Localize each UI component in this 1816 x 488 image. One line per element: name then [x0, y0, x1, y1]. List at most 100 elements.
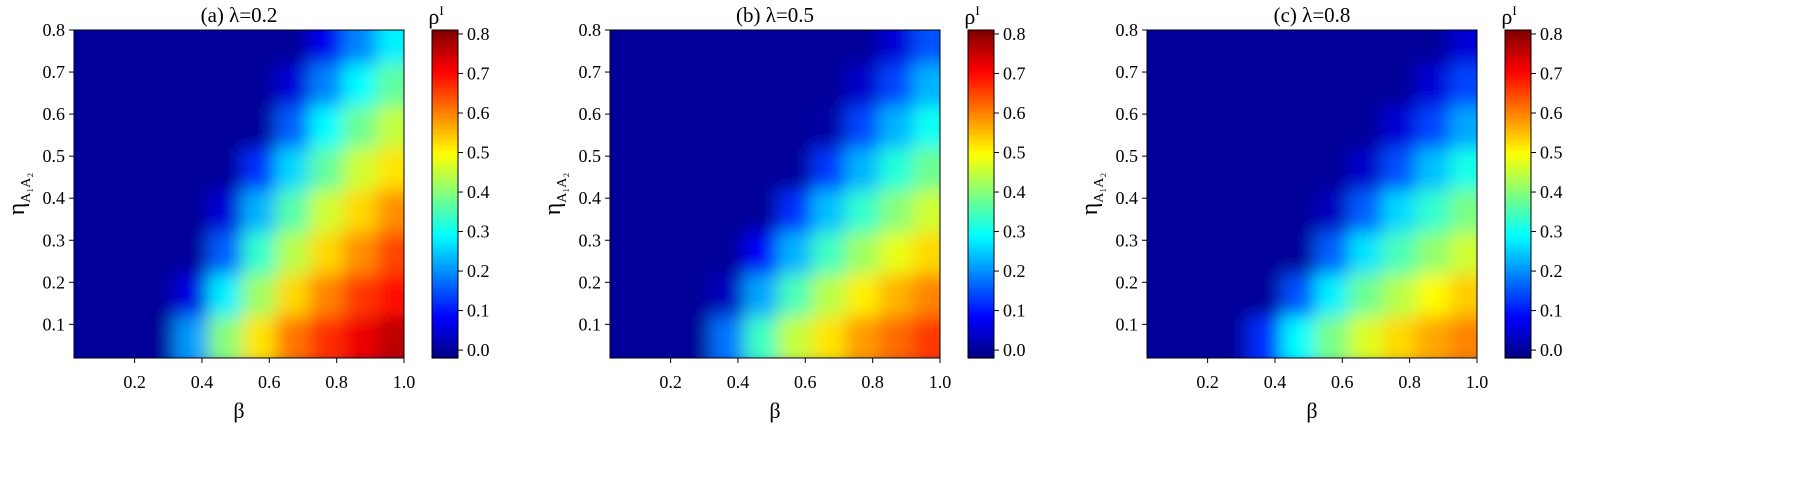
- colorbar-step: [968, 311, 994, 315]
- colorbar-step: [1505, 98, 1531, 102]
- heatmap-cell: [710, 105, 746, 149]
- colorbar-step: [1505, 84, 1531, 88]
- colorbar-step: [432, 232, 458, 236]
- heatmap-cell: [241, 63, 277, 107]
- heatmap-cell: [811, 189, 847, 233]
- heatmap-cell: [777, 63, 813, 107]
- heatmap-cell: [1449, 147, 1477, 191]
- colorbar-step: [1505, 292, 1531, 296]
- heatmap-cell: [643, 273, 678, 317]
- colorbar-step: [968, 235, 994, 239]
- heatmap-cell: [174, 231, 210, 275]
- y-tick-label: 0.1: [579, 314, 602, 334]
- colorbar-step: [968, 185, 994, 190]
- heatmap-cell: [1449, 273, 1477, 317]
- colorbar-step: [968, 355, 994, 359]
- colorbar-step: [1505, 317, 1531, 321]
- colorbar-step: [968, 308, 994, 313]
- heatmap: [74, 30, 404, 358]
- heatmap-cell: [376, 105, 404, 149]
- colorbar-step: [1505, 174, 1531, 179]
- heatmap-cell: [811, 30, 847, 65]
- heatmap-cell: [376, 189, 404, 233]
- colorbar-step: [968, 84, 994, 88]
- colorbar-step: [432, 183, 458, 187]
- heatmap-cell: [777, 231, 813, 275]
- colorbar-step: [968, 352, 994, 356]
- cells: [74, 30, 404, 358]
- heatmap-cell: [1348, 315, 1384, 358]
- colorbar-tick-label: 0.6: [467, 103, 490, 123]
- heatmap-cell: [1213, 105, 1249, 149]
- heatmap-cell: [275, 231, 311, 275]
- colorbar-step: [432, 194, 458, 198]
- heatmap-cell: [676, 315, 712, 358]
- colorbar-step: [1505, 232, 1531, 236]
- heatmap-cell: [676, 63, 712, 107]
- colorbar-step: [968, 155, 994, 160]
- colorbar-step: [968, 317, 994, 321]
- heatmap-cell: [1147, 30, 1182, 65]
- colorbar-step: [968, 251, 994, 255]
- colorbar-tick-label: 0.3: [467, 222, 490, 242]
- colorbar-step: [968, 136, 994, 140]
- heatmap-cell: [107, 189, 142, 233]
- colorbar-step: [968, 289, 994, 293]
- colorbar-step: [432, 155, 458, 160]
- y-axis-label: ηA₁A₂: [4, 173, 34, 216]
- heatmap-cell: [744, 189, 779, 233]
- y-axis-label-main: η: [1077, 203, 1103, 216]
- colorbar-step: [1505, 347, 1531, 351]
- colorbar-step: [968, 153, 994, 157]
- colorbar-step: [432, 352, 458, 356]
- colorbar-step: [432, 40, 458, 45]
- heatmap-cell: [710, 231, 746, 275]
- colorbar-step: [432, 314, 458, 318]
- y-tick-label: 0.3: [579, 230, 602, 250]
- colorbar-step: [1505, 330, 1531, 334]
- colorbar-step: [1505, 114, 1531, 119]
- colorbar-step: [1505, 311, 1531, 315]
- x-axis-label: β: [233, 398, 244, 423]
- colorbar-step: [1505, 297, 1531, 302]
- colorbar-label: ρI: [964, 3, 979, 29]
- y-axis-label-main: η: [4, 203, 30, 216]
- colorbar-step: [968, 347, 994, 351]
- heatmap-cell: [845, 231, 880, 275]
- heatmap-cell: [610, 231, 645, 275]
- heatmap-cell: [1213, 231, 1249, 275]
- heatmap-cell: [107, 63, 142, 107]
- colorbar-step: [968, 81, 994, 86]
- heatmap-cell: [1147, 147, 1182, 191]
- colorbar-step: [1505, 194, 1531, 198]
- colorbar-label-sup: I: [439, 3, 443, 18]
- colorbar-step: [1505, 166, 1531, 170]
- colorbar-step: [968, 60, 994, 64]
- heatmap-cell: [744, 105, 779, 149]
- heatmap-cell: [710, 63, 746, 107]
- colorbar-step: [432, 150, 458, 154]
- colorbar-step: [1505, 46, 1531, 50]
- heatmap-cell: [1180, 30, 1215, 65]
- heatmap-cell: [811, 315, 847, 358]
- colorbar-step: [1505, 120, 1531, 124]
- colorbar-step: [1505, 133, 1531, 138]
- heatmap-cell: [241, 273, 277, 317]
- colorbar-step: [432, 142, 458, 146]
- colorbar-step: [432, 174, 458, 179]
- heatmap-cell: [208, 189, 243, 233]
- plot-frame: [1146, 29, 1478, 359]
- heatmap-cell: [1449, 315, 1477, 358]
- colorbar-step: [1505, 349, 1531, 354]
- colorbar-step: [1505, 95, 1531, 99]
- x-tick-label: 0.8: [861, 372, 884, 392]
- colorbar-step: [968, 327, 994, 332]
- heatmap-cell: [1247, 30, 1283, 65]
- colorbar-step: [968, 295, 994, 299]
- colorbar-step: [1505, 139, 1531, 143]
- heatmap-cell: [777, 105, 813, 149]
- colorbar-step: [432, 224, 458, 228]
- heatmap-cell: [275, 30, 311, 65]
- colorbar-tick-label: 0.6: [1540, 103, 1563, 123]
- colorbar-step: [432, 308, 458, 313]
